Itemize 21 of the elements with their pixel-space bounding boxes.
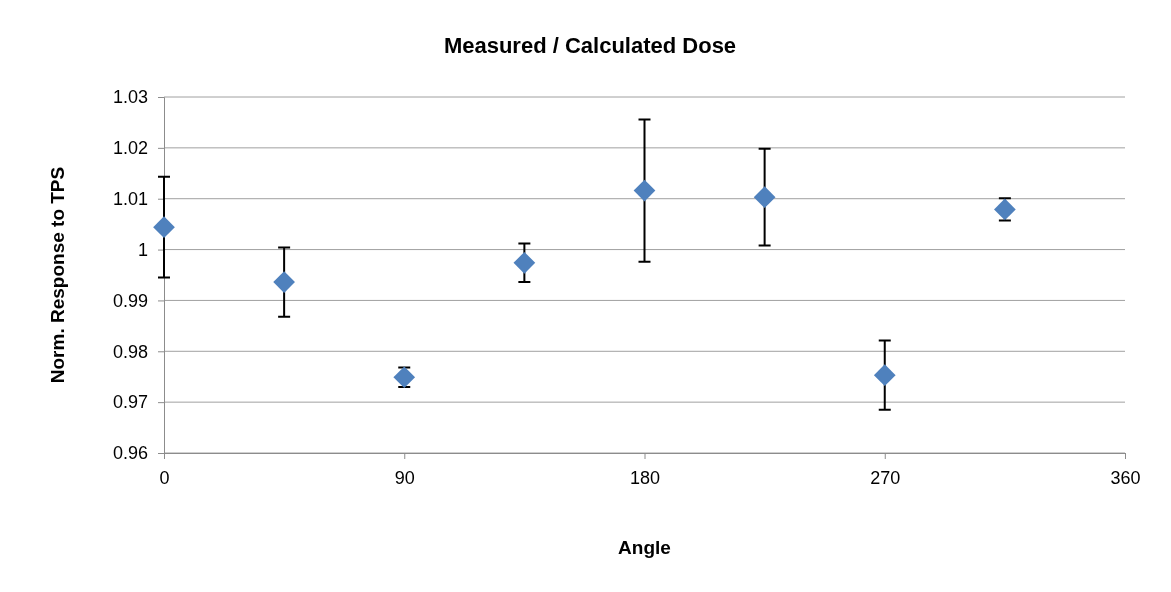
x-tick-label: 360 — [1110, 467, 1141, 488]
point — [633, 179, 656, 202]
y-tick-label: 0.96 — [112, 443, 148, 464]
point — [753, 186, 776, 209]
y-tick-label: 1 — [137, 239, 148, 260]
y-tick-label: 1.03 — [112, 87, 148, 108]
point — [273, 271, 295, 293]
x-tick-label: 270 — [870, 467, 901, 488]
chart-title: Measured / Calculated Dose — [443, 33, 737, 58]
y-tick-label: 0.97 — [112, 392, 148, 413]
y-tick-label: 1.01 — [112, 188, 148, 209]
x-axis-title: Angle — [618, 537, 671, 558]
point — [873, 364, 896, 387]
y-tick-label: 0.98 — [112, 341, 148, 362]
y-tick-label: 0.99 — [112, 290, 148, 311]
y-axis-title: Norm. Response to TPS — [47, 166, 68, 384]
point — [513, 251, 536, 274]
x-tick-label: 0 — [159, 467, 170, 488]
y-tick-label: 1.02 — [112, 138, 148, 159]
x-tick-label: 90 — [394, 467, 415, 488]
x-tick-label: 180 — [629, 467, 661, 488]
